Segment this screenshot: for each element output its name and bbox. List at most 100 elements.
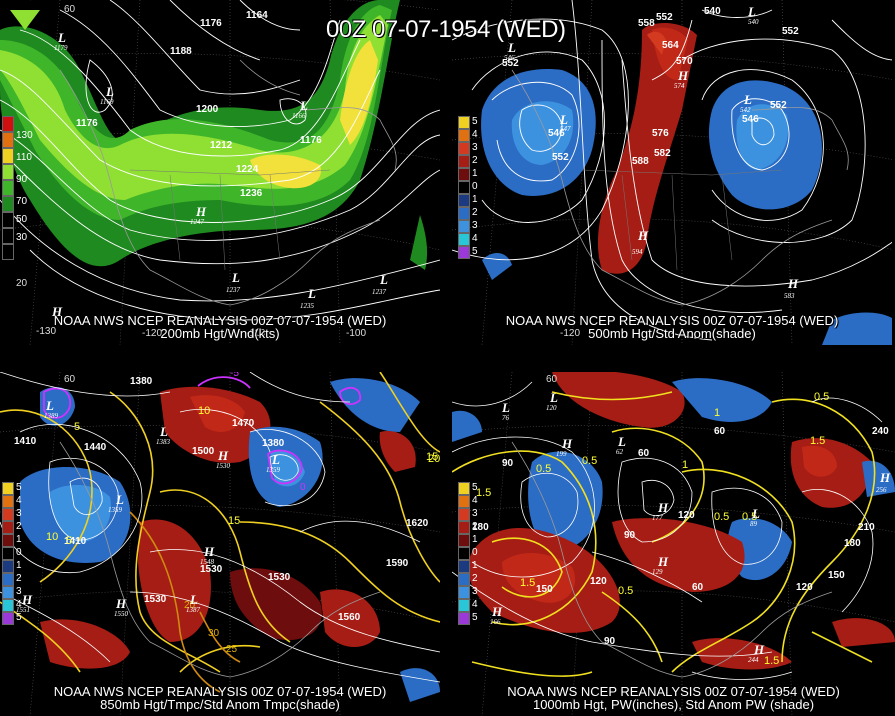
anomaly-legend: 5 4 3 2 1 0 1 2 3 4 5: [458, 482, 478, 625]
lon-tick: -110: [246, 328, 266, 339]
legend-label: 90: [16, 174, 28, 185]
wind-legend: 130 110 90 70 50 30: [2, 116, 33, 260]
height-label: 1176: [200, 18, 222, 29]
pw-label: 0.5: [582, 455, 597, 467]
low-marker: L: [507, 40, 516, 55]
legend-label: 5: [472, 246, 478, 257]
height-label: 180: [844, 538, 861, 549]
height-label: 1212: [210, 140, 233, 151]
high-value: 574: [674, 82, 685, 90]
legend-label: 3: [16, 508, 22, 519]
low-marker: L: [743, 92, 752, 107]
high-marker: H: [115, 596, 127, 611]
low-value: 89: [750, 520, 758, 528]
high-marker: H: [657, 554, 669, 569]
height-label: 1380: [262, 438, 285, 449]
height-label: 1590: [386, 558, 409, 569]
high-value: 1247: [190, 218, 205, 226]
legend-label: 1: [472, 560, 478, 571]
legend-label: 0: [472, 181, 478, 192]
low-marker: L: [501, 400, 510, 415]
height-label: 558: [638, 18, 655, 29]
low-value: 62: [616, 448, 624, 456]
legend-label: 130: [16, 130, 33, 141]
panel-caption-field: 200mb Hgt/Wnd(kts): [160, 326, 280, 341]
height-label: 540: [704, 6, 721, 17]
legend-label: 2: [472, 521, 478, 532]
low-value: 1166: [292, 112, 306, 120]
pw-label: 0.5: [814, 391, 829, 403]
low-value: 1237: [226, 286, 241, 294]
height-label: 60: [692, 582, 704, 593]
temp-label: 15: [228, 515, 240, 527]
height-label: 1236: [240, 188, 263, 199]
low-value: 1179: [54, 44, 68, 52]
high-marker: H: [51, 304, 63, 319]
height-label: 552: [552, 152, 569, 163]
legend-label: 3: [16, 586, 22, 597]
low-marker: L: [307, 286, 316, 301]
legend-label: 110: [16, 152, 32, 163]
legend-label: 3: [472, 508, 478, 519]
page-title: 00Z 07-07-1954 (WED): [326, 16, 566, 43]
high-marker: H: [879, 470, 891, 485]
height-label: 90: [502, 458, 514, 469]
low-marker: L: [549, 390, 558, 405]
high-marker: H: [491, 604, 503, 619]
legend-label: 1: [472, 194, 478, 205]
pw-label: 1.5: [476, 487, 491, 499]
height-label: 1176: [76, 118, 98, 129]
height-label: 564: [662, 40, 679, 51]
high-value: 1548: [200, 558, 215, 566]
height-label: 1470: [232, 418, 255, 429]
high-value: 199: [556, 450, 567, 458]
height-label: 210: [858, 522, 875, 533]
map-200mb: 1176 1164 1188 1200 1176 1212 1224 1236 …: [0, 0, 440, 345]
lat-tick: 60: [546, 374, 558, 385]
high-value: 177: [652, 514, 663, 522]
legend-label: 5: [16, 482, 22, 493]
low-marker: L: [271, 452, 280, 467]
high-value: 1530: [216, 462, 231, 470]
legend-label: 4: [16, 599, 22, 610]
height-label: 1530: [268, 572, 291, 583]
high-value: 1551: [16, 606, 30, 614]
height-label: 1188: [170, 46, 192, 57]
legend-label: 4: [472, 495, 478, 506]
panel-500mb: 546 552 558 552 540 552 564 570 576 588 …: [452, 0, 892, 345]
temp-label: 30: [208, 628, 220, 639]
low-value: 1237: [372, 288, 387, 296]
low-value: 1387: [186, 606, 201, 614]
temp-label: 0: [300, 482, 306, 493]
map-500mb: 546 552 558 552 540 552 564 570 576 588 …: [452, 0, 892, 345]
high-marker: H: [657, 500, 669, 515]
high-value: 256: [876, 486, 887, 494]
high-marker: H: [677, 68, 689, 83]
height-label: 1176: [300, 135, 322, 146]
low-value: 1359: [266, 466, 281, 474]
low-value: 76: [502, 414, 510, 422]
temp-label: 20: [184, 600, 196, 611]
legend-label: 3: [472, 220, 478, 231]
high-marker: H: [561, 436, 573, 451]
panel-caption-source: NOAA NWS NCEP REANALYSIS 00Z 07-07-1954 …: [53, 313, 387, 328]
legend-label: 0: [472, 547, 478, 558]
panel-850mb: 1380 1440 1410 1470 1500 1380 1410 1530 …: [0, 372, 440, 716]
height-label: 60: [714, 426, 726, 437]
anomaly-legend: 5 4 3 2 1 0 1 2 3 4 5: [458, 116, 478, 259]
high-marker: H: [787, 276, 799, 291]
panel-1000mb: 90 180 120 150 90 60 120 60 210 180 150 …: [452, 372, 895, 716]
high-value: 594: [632, 248, 643, 256]
legend-label: 1: [472, 534, 478, 545]
map-850mb: 1380 1440 1410 1470 1500 1380 1410 1530 …: [0, 372, 440, 716]
height-label: 120: [796, 582, 813, 593]
temp-label: 10: [46, 531, 58, 543]
low-value: 540: [748, 18, 759, 26]
low-value: 547: [560, 125, 571, 133]
low-marker: L: [159, 424, 168, 439]
height-label: 120: [590, 576, 607, 587]
lat-tick: 60: [64, 374, 76, 385]
lon-tick: -130: [36, 326, 56, 337]
pw-label: 1.5: [520, 577, 535, 589]
high-marker: H: [753, 642, 765, 657]
